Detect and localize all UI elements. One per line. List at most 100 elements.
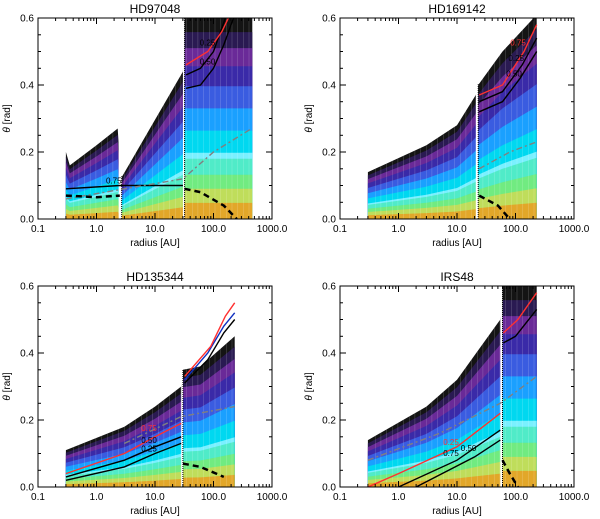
reference-line <box>182 462 225 479</box>
y-tick-label: 0.2 <box>20 148 34 159</box>
y-tick-label: 0.6 <box>20 282 34 293</box>
y-tick-label: 0.4 <box>322 81 336 92</box>
midplane-band <box>65 202 253 219</box>
panel-hd135344-axes: 0.1 1.0 10.0 100.0 1000.0 0.0 0.2 0.4 0.6 <box>20 282 288 504</box>
panel-hd169142-axes: 0.1 1.0 10.0 100.0 1000.0 0.0 0.2 0.4 0.6 <box>322 14 590 236</box>
panel-hd169142-plot-area: 0.50 0.25 0.75 <box>367 18 538 219</box>
x-tick-label: 100.0 <box>201 492 226 503</box>
x-tick-label: 1000.0 <box>257 492 288 503</box>
contour-line <box>65 442 182 481</box>
panel-hd169142-xlabel: radius [AU] <box>432 238 482 249</box>
x-tick-label: 1.0 <box>392 492 406 503</box>
disk-gap <box>500 286 503 487</box>
y-tick-label: 0.4 <box>20 349 34 360</box>
reference-line <box>65 194 120 199</box>
x-tick-label: 10.0 <box>447 492 467 503</box>
ylabel-symbol: θ <box>304 127 315 133</box>
panel-irs48-axes: 0.1 1.0 10.0 100.0 1000.0 0.0 0.2 0.4 0.6 <box>322 282 590 504</box>
disk-gap <box>118 18 122 219</box>
contour-label: 0.25 <box>141 445 157 454</box>
disk-gap <box>182 18 185 219</box>
x-tick-label: 1000.0 <box>257 224 288 235</box>
contour-label: 0.75 <box>443 449 459 458</box>
panel-hd97048-axes: 0.1 1.0 10.0 100.0 1000.0 0.0 0.2 0.4 0.6 <box>20 14 288 236</box>
y-tick-label: 0.6 <box>322 14 336 25</box>
reference-line <box>367 375 538 461</box>
ylabel-unit: [rad] <box>2 372 13 392</box>
contour-label: 0.50 <box>461 444 477 453</box>
contour-label: 0.50 <box>506 69 522 78</box>
contour-line <box>478 51 538 113</box>
x-tick-label: 100.0 <box>201 224 226 235</box>
panel-hd135344-plot-area: 0.250.50 0.75 <box>65 286 236 487</box>
contour-line <box>398 429 501 487</box>
x-tick-label: 100.0 <box>503 224 528 235</box>
panel-hd97048-xlabel: radius [AU] <box>130 238 180 249</box>
x-tick-label: 0.1 <box>333 492 347 503</box>
panel-hd169142-ylabel: θ [rad] <box>304 104 315 132</box>
ylabel-unit: [rad] <box>304 372 315 392</box>
contour-line <box>65 184 183 190</box>
panel-irs48-ylabel: θ [rad] <box>304 372 315 400</box>
contour-label: 0.25 <box>508 54 524 63</box>
disk-gap <box>475 18 479 219</box>
ylabel-unit: [rad] <box>304 104 315 124</box>
panel-hd97048-ylabel: θ [rad] <box>2 104 13 132</box>
contour-label: 0.50 <box>141 436 157 445</box>
panel-irs48-plot-area: 0.25 0.750.50 <box>367 286 538 487</box>
y-tick-label: 0.4 <box>322 349 336 360</box>
contour-line <box>65 422 182 475</box>
panel-hd135344-ylabel: θ [rad] <box>2 372 13 400</box>
x-tick-label: 1.0 <box>392 224 406 235</box>
panel-hd135344: 0.250.50 0.75 HD135344 0.1 1.0 10.0 100.0 100… <box>2 270 288 517</box>
contour-label: 0.75 <box>510 39 526 48</box>
y-tick-label: 0.6 <box>20 14 34 25</box>
x-tick-label: 1000.0 <box>559 224 590 235</box>
reference-line <box>124 405 235 445</box>
contour-label: 0.75 <box>141 424 157 433</box>
midplane-band <box>367 470 537 487</box>
reference-line <box>184 187 238 219</box>
contour-label: 0.25 <box>200 39 216 48</box>
y-tick-label: 0.2 <box>20 416 34 427</box>
contour-line <box>65 436 182 478</box>
contour-line <box>184 312 236 381</box>
y-tick-label: 0.0 <box>20 483 34 494</box>
panel-irs48: 0.25 0.750.50 IRS48 0.1 1.0 10.0 100.0 1000.0… <box>304 270 590 517</box>
contour-label: 0.25 <box>443 438 459 447</box>
ylabel-symbol: θ <box>2 395 13 401</box>
ylabel-unit: [rad] <box>2 104 13 124</box>
panel-hd97048-plot-area: 0.75 0.50 0.25 <box>65 18 253 219</box>
panel-hd135344-title: HD135344 <box>126 270 184 284</box>
midplane-band <box>367 202 537 219</box>
contour-line <box>367 412 501 487</box>
x-tick-label: 10.0 <box>145 492 165 503</box>
x-tick-label: 1.0 <box>90 492 104 503</box>
ylabel-symbol: θ <box>304 395 315 401</box>
disk-gap <box>181 286 183 487</box>
x-tick-label: 0.1 <box>31 224 45 235</box>
y-tick-label: 0.0 <box>20 215 34 226</box>
panel-hd135344-xlabel: radius [AU] <box>130 506 180 517</box>
x-tick-label: 0.1 <box>31 492 45 503</box>
panel-hd97048: 0.75 0.50 0.25 HD97048 0.1 1.0 10.0 100.0 1000… <box>2 2 288 249</box>
contour-line <box>185 18 235 89</box>
contour-line <box>478 37 538 103</box>
x-tick-label: 100.0 <box>503 492 528 503</box>
y-tick-label: 0.2 <box>322 416 336 427</box>
contour-line <box>503 308 538 344</box>
panel-irs48-xlabel: radius [AU] <box>432 506 482 517</box>
y-tick-label: 0.6 <box>322 282 336 293</box>
contour-label: 0.75 <box>106 177 122 186</box>
contour-line <box>185 18 230 66</box>
x-tick-label: 10.0 <box>145 224 165 235</box>
panel-hd169142: 0.50 0.25 0.75 HD169142 0.1 1.0 10.0 100.0 100… <box>304 2 590 249</box>
y-tick-label: 0.4 <box>20 81 34 92</box>
reference-line <box>478 194 511 219</box>
contour-line <box>502 292 538 334</box>
contour-line <box>184 319 236 384</box>
x-tick-label: 0.1 <box>333 224 347 235</box>
contour-label: 0.50 <box>200 57 216 66</box>
contour-line <box>415 439 501 487</box>
